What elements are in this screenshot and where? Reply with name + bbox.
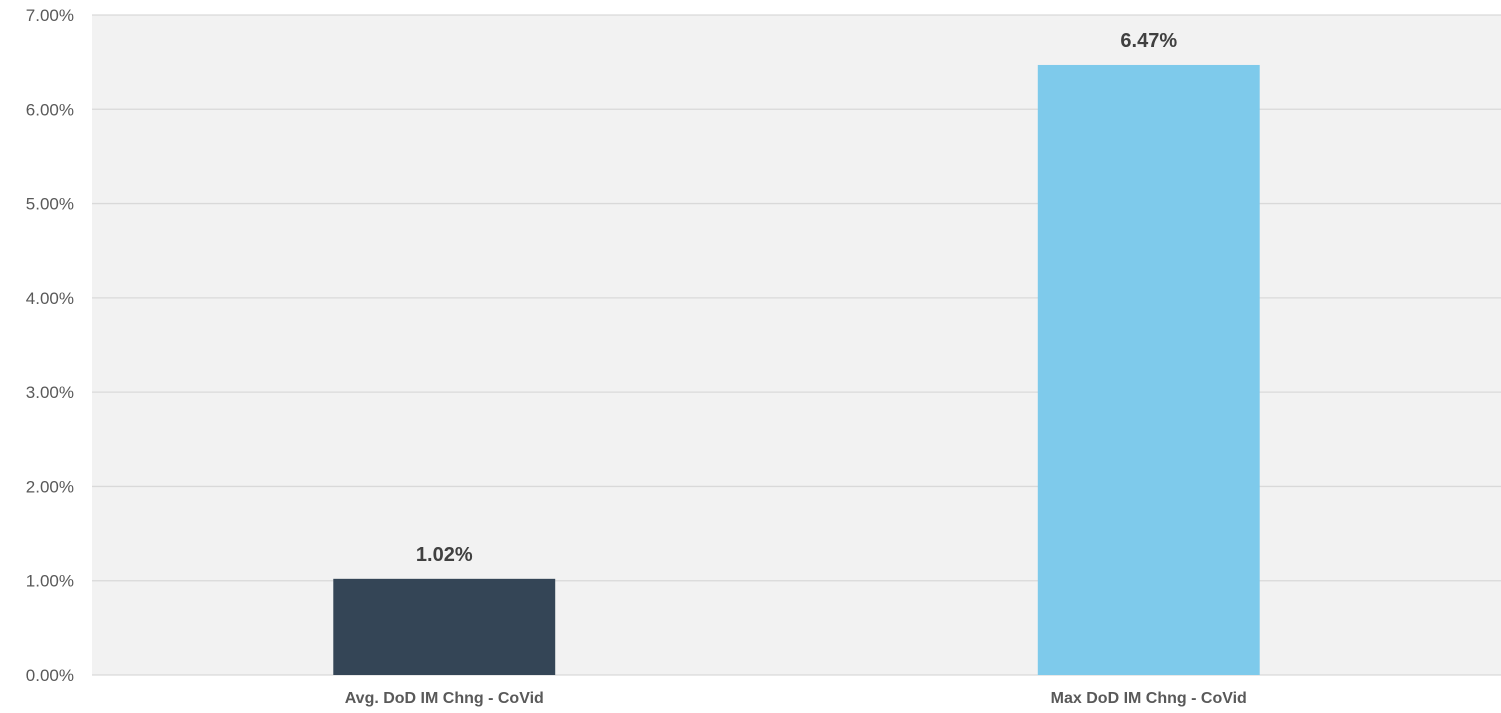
bar xyxy=(333,578,556,675)
y-tick-label: 7.00% xyxy=(26,6,74,25)
data-labels: 1.02% 6.47% xyxy=(416,30,1177,566)
y-tick-label: 2.00% xyxy=(26,477,74,496)
gridlines xyxy=(92,14,1501,676)
x-axis-category-labels: Avg. DoD IM Chng - CoVid Max DoD IM Chng … xyxy=(345,690,1247,707)
y-tick-label: 5.00% xyxy=(26,195,74,214)
y-tick-label: 0.00% xyxy=(26,666,74,685)
x-category-label: Max DoD IM Chng - CoVid xyxy=(1051,690,1247,707)
bars xyxy=(333,64,1260,675)
y-tick-label: 6.00% xyxy=(26,100,74,119)
y-tick-label: 1.00% xyxy=(26,572,74,591)
data-label: 6.47% xyxy=(1120,30,1177,52)
plot-area xyxy=(92,15,1501,675)
bar xyxy=(1037,64,1260,675)
x-category-label: Avg. DoD IM Chng - CoVid xyxy=(345,690,544,707)
y-tick-label: 4.00% xyxy=(26,289,74,308)
y-tick-label: 3.00% xyxy=(26,383,74,402)
data-label: 1.02% xyxy=(416,544,473,566)
y-axis-tick-labels: 0.00% 1.00% 2.00% 3.00% 4.00% 5.00% 6.00% 7.00% xyxy=(26,6,74,685)
